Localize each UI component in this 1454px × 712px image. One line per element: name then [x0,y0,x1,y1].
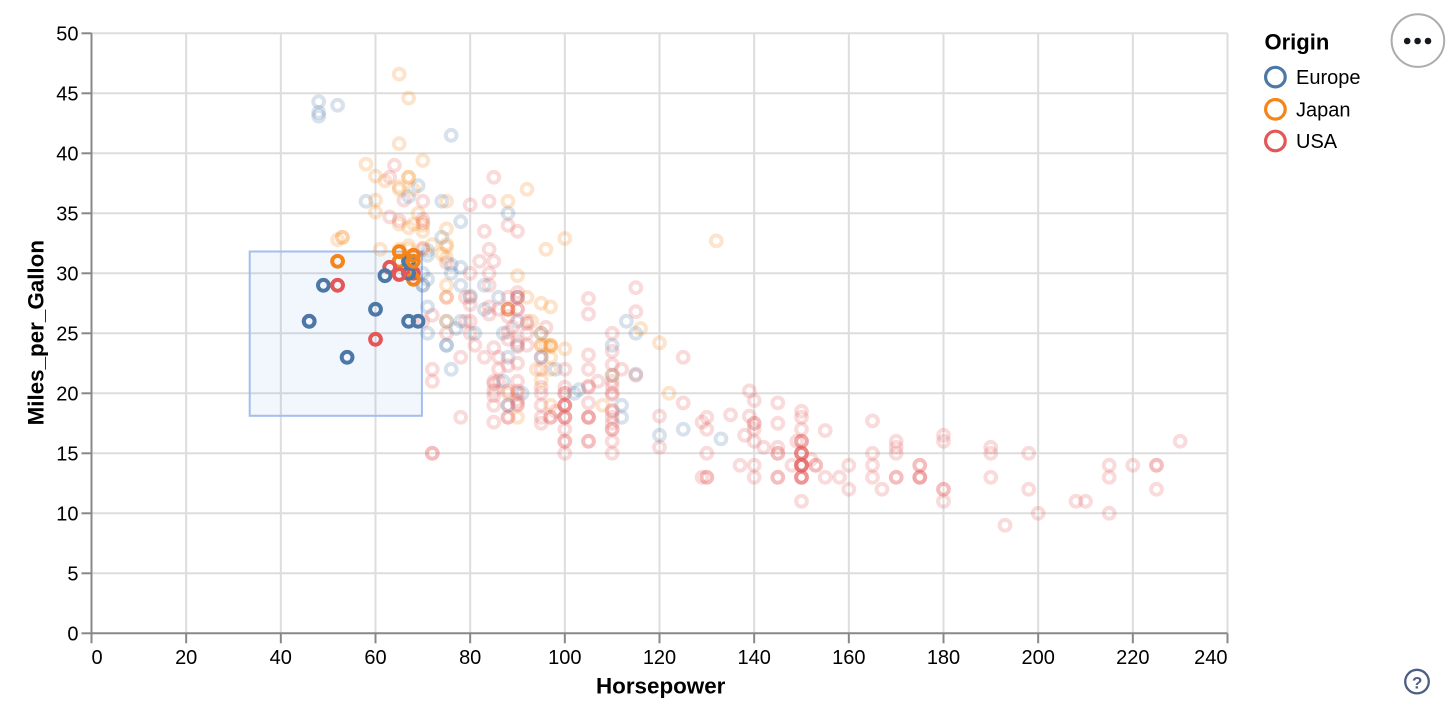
svg-text:5: 5 [67,564,78,586]
svg-text:?: ? [1412,673,1422,692]
svg-text:60: 60 [364,647,386,669]
svg-text:240: 240 [1194,647,1227,669]
svg-text:0: 0 [92,647,103,669]
svg-text:Horsepower: Horsepower [596,674,726,699]
svg-text:Origin: Origin [1265,30,1330,55]
svg-text:Miles_per_Gallon: Miles_per_Gallon [24,240,49,425]
svg-text:Japan: Japan [1296,99,1351,121]
svg-text:100: 100 [548,647,581,669]
svg-text:220: 220 [1116,647,1149,669]
svg-text:160: 160 [832,647,865,669]
svg-text:35: 35 [56,204,78,226]
svg-text:USA: USA [1296,131,1338,153]
svg-text:45: 45 [56,84,78,106]
svg-text:20: 20 [56,384,78,406]
svg-text:10: 10 [56,504,78,526]
svg-text:50: 50 [56,24,78,46]
svg-text:40: 40 [270,647,292,669]
svg-text:140: 140 [738,647,771,669]
svg-text:15: 15 [56,444,78,466]
svg-text:80: 80 [459,647,481,669]
svg-text:30: 30 [56,264,78,286]
svg-text:180: 180 [927,647,960,669]
svg-text:200: 200 [1022,647,1055,669]
svg-text:25: 25 [56,324,78,346]
svg-text:40: 40 [56,144,78,166]
svg-text:120: 120 [643,647,676,669]
svg-text:Europe: Europe [1296,67,1361,89]
svg-text:0: 0 [67,624,78,646]
svg-text:20: 20 [175,647,197,669]
